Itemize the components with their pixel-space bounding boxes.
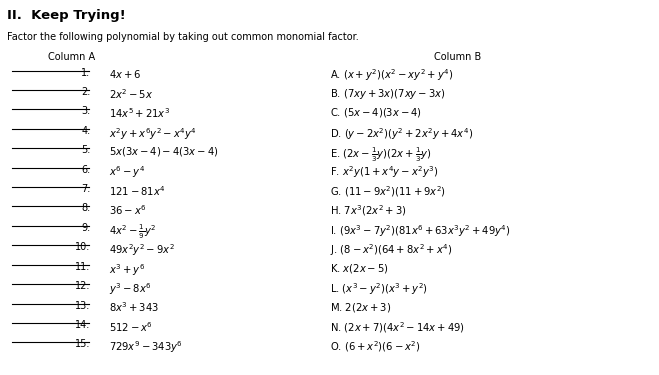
Text: $x^3 + y^6$: $x^3 + y^6$ [109, 262, 145, 278]
Text: J. $(8 - x^2)(64 + 8x^2 + x^4)$: J. $(8 - x^2)(64 + 8x^2 + x^4)$ [330, 242, 452, 258]
Text: $2x^2 - 5x$: $2x^2 - 5x$ [109, 87, 153, 101]
Text: $4x + 6$: $4x + 6$ [109, 68, 141, 80]
Text: Column A: Column A [47, 52, 95, 62]
Text: 11.: 11. [75, 262, 90, 272]
Text: 15.: 15. [75, 339, 90, 350]
Text: C. $(5x - 4)(3x - 4)$: C. $(5x - 4)(3x - 4)$ [330, 106, 422, 119]
Text: 4.: 4. [81, 126, 90, 136]
Text: 6.: 6. [81, 165, 90, 175]
Text: A. $(x + y^2)(x^2 - xy^2 + y^4)$: A. $(x + y^2)(x^2 - xy^2 + y^4)$ [330, 68, 453, 83]
Text: 3.: 3. [81, 106, 90, 116]
Text: 7.: 7. [81, 184, 90, 194]
Text: $14x^5 + 21x^3$: $14x^5 + 21x^3$ [109, 106, 170, 120]
Text: L. $(x^3 - y^2)(x^3 + y^2)$: L. $(x^3 - y^2)(x^3 + y^2)$ [330, 281, 428, 297]
Text: $121 - 81x^4$: $121 - 81x^4$ [109, 184, 165, 198]
Text: 9.: 9. [81, 223, 90, 233]
Text: $5x(3x - 4) - 4(3x - 4)$: $5x(3x - 4) - 4(3x - 4)$ [109, 145, 218, 158]
Text: Factor the following polynomial by taking out common monomial factor.: Factor the following polynomial by takin… [7, 32, 358, 42]
Text: B. $(7xy + 3x)(7xy - 3x)$: B. $(7xy + 3x)(7xy - 3x)$ [330, 87, 445, 101]
Text: $512 - x^6$: $512 - x^6$ [109, 320, 152, 334]
Text: 1.: 1. [81, 68, 90, 78]
Text: $x^2y + x^6y^2 - x^4y^4$: $x^2y + x^6y^2 - x^4y^4$ [109, 126, 196, 142]
Text: H. $7x^3(2x^2 + 3)$: H. $7x^3(2x^2 + 3)$ [330, 204, 406, 218]
Text: $x^6 - y^4$: $x^6 - y^4$ [109, 165, 145, 180]
Text: D. $(y - 2x^2)(y^2 + 2x^2y + 4x^4)$: D. $(y - 2x^2)(y^2 + 2x^2y + 4x^4)$ [330, 126, 473, 142]
Text: E. $(2x - \frac{1}{3}y)(2x + \frac{1}{3}y)$: E. $(2x - \frac{1}{3}y)(2x + \frac{1}{3}… [330, 145, 431, 164]
Text: F. $x^2y(1 + x^4y - x^2y^3)$: F. $x^2y(1 + x^4y - x^2y^3)$ [330, 165, 438, 180]
Text: M. $2(2x + 3)$: M. $2(2x + 3)$ [330, 301, 391, 313]
Text: $y^3 - 8x^6$: $y^3 - 8x^6$ [109, 281, 151, 297]
Text: K. $x(2x - 5)$: K. $x(2x - 5)$ [330, 262, 388, 275]
Text: II.  Keep Trying!: II. Keep Trying! [7, 9, 125, 22]
Text: O. $(6 + x^2)(6 - x^2)$: O. $(6 + x^2)(6 - x^2)$ [330, 339, 420, 354]
Text: 2.: 2. [81, 87, 90, 97]
Text: 5.: 5. [81, 145, 90, 155]
Text: N. $(2x + 7)(4x^2 - 14x + 49)$: N. $(2x + 7)(4x^2 - 14x + 49)$ [330, 320, 465, 335]
Text: $729x^9 - 343y^6$: $729x^9 - 343y^6$ [109, 339, 183, 355]
Text: 8.: 8. [81, 204, 90, 213]
Text: G. $(11 - 9x^2)(11 + 9x^2)$: G. $(11 - 9x^2)(11 + 9x^2)$ [330, 184, 445, 199]
Text: Column B: Column B [434, 52, 482, 62]
Text: 14.: 14. [75, 320, 90, 330]
Text: 13.: 13. [75, 301, 90, 310]
Text: $49x^2y^2 - 9x^2$: $49x^2y^2 - 9x^2$ [109, 242, 175, 258]
Text: $36 - x^6$: $36 - x^6$ [109, 204, 146, 217]
Text: I. $(9x^3 - 7y^2)(81x^6 + 63x^3y^2 + 49y^4)$: I. $(9x^3 - 7y^2)(81x^6 + 63x^3y^2 + 49y… [330, 223, 510, 239]
Text: 12.: 12. [75, 281, 90, 291]
Text: $8x^3 + 343$: $8x^3 + 343$ [109, 301, 159, 314]
Text: 10.: 10. [75, 242, 90, 252]
Text: $4x^2 - \frac{1}{9}y^2$: $4x^2 - \frac{1}{9}y^2$ [109, 223, 156, 241]
